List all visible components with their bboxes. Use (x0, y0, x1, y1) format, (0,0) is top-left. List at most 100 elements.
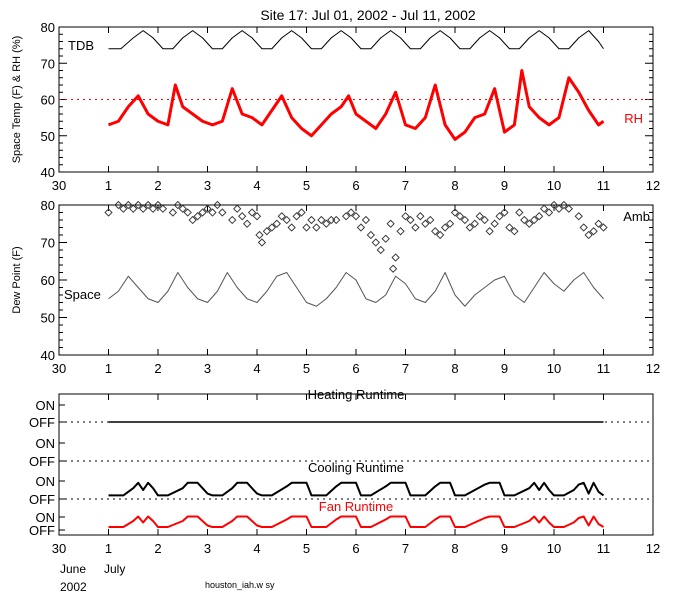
x-tick-label: 11 (597, 541, 611, 556)
runtime-panel: 30 1 2 3 4 5 6 7 8 9 10 11 12ONOFFONOFFONOFFONOFFHea… (29, 387, 660, 556)
amb-point (148, 204, 158, 213)
heating-runtime-label: Heating Runtime (308, 387, 405, 402)
amb-point (381, 234, 390, 243)
amb-point (445, 219, 455, 228)
amb-point (124, 200, 133, 210)
y-axis-label: Dew Point (F) (11, 246, 23, 313)
amb-point (332, 215, 341, 225)
amb-point (589, 227, 598, 236)
y-tick-label: 40 (41, 348, 55, 363)
chart-title: Site 17: Jul 01, 2002 - Jul 11, 2002 (260, 7, 476, 23)
y-tick-label: 50 (41, 311, 55, 326)
amb-point (247, 208, 257, 217)
space-line (108, 272, 604, 307)
x-tick-label: 12 (646, 178, 660, 193)
x-tick-label: 2 (154, 541, 161, 556)
amb-point (510, 227, 519, 236)
amb-point (208, 208, 217, 217)
amb-point (203, 204, 212, 213)
amb-point (178, 204, 187, 213)
y-tick-label: 40 (41, 165, 55, 180)
x-tick-label: 30 (52, 541, 66, 556)
amb-point (317, 215, 326, 225)
amb-point (262, 227, 272, 236)
space-series-label: Space (64, 287, 101, 302)
amb-point (183, 208, 192, 217)
amb-point (426, 215, 435, 225)
y-tick-label: OFF (29, 415, 55, 430)
amb-point (495, 212, 504, 221)
x-tick-label: 30 (52, 361, 66, 376)
x-tick-label: 4 (253, 541, 260, 556)
amb-point (525, 219, 534, 228)
amb-point (411, 223, 420, 232)
amb-point (158, 204, 168, 213)
amb-point (396, 227, 405, 236)
footer-month-june: June (60, 562, 86, 576)
x-tick-label: 1 (105, 361, 112, 376)
amb-point (505, 223, 514, 232)
y-tick-label: OFF (29, 454, 55, 469)
amb-point (302, 223, 311, 232)
amb-point (153, 200, 163, 210)
amb-point (515, 208, 524, 217)
footer-source-file: houston_iah.w sy (205, 580, 275, 590)
y-tick-label: 60 (41, 93, 55, 108)
x-tick-label: 12 (646, 541, 660, 556)
amb-point (470, 219, 479, 228)
amb-point (584, 230, 593, 240)
x-tick-label: 7 (402, 361, 409, 376)
amb-point (228, 215, 237, 225)
amb-point (371, 238, 380, 247)
amb-point (530, 215, 539, 225)
amb-point (255, 230, 264, 240)
x-tick-label: 3 (204, 361, 211, 376)
amb-point (322, 219, 331, 228)
amb-point (346, 208, 356, 217)
amb-point (193, 212, 202, 221)
amb-point (475, 212, 484, 221)
amb-point (173, 200, 182, 210)
amb-point (401, 212, 410, 221)
x-tick-label: 5 (303, 178, 310, 193)
amb-point (233, 204, 242, 213)
amb-point (539, 204, 549, 213)
amb-point (213, 200, 222, 210)
y-tick-label: 80 (41, 198, 55, 213)
x-tick-label: 3 (204, 178, 211, 193)
amb-point (143, 200, 153, 210)
y-tick-label: ON (36, 398, 56, 413)
amb-point (559, 200, 569, 210)
amb-point (272, 219, 281, 228)
x-tick-label: 5 (303, 541, 310, 556)
amb-point (292, 212, 301, 221)
amb-point (599, 223, 608, 232)
x-tick-label: 10 (547, 361, 561, 376)
amb-point (579, 223, 588, 232)
y-tick-label: OFF (29, 523, 55, 538)
cooling-runtime-line (108, 481, 605, 497)
x-tick-label: 1 (105, 178, 112, 193)
y-tick-label: 50 (41, 129, 55, 144)
x-tick-label: 2 (154, 178, 161, 193)
footer-month-july: July (104, 562, 125, 576)
x-tick-label: 9 (501, 541, 508, 556)
amb-point (549, 200, 559, 210)
y-tick-label: ON (36, 474, 56, 489)
amb-point (188, 215, 197, 225)
amb-point (490, 219, 499, 228)
amb-point (574, 212, 583, 221)
amb-point (460, 215, 470, 225)
x-tick-label: 10 (547, 178, 561, 193)
amb-point (485, 227, 494, 236)
rh-series-label: RH (624, 111, 643, 126)
amb-point (351, 212, 361, 221)
y-tick-label: 70 (41, 236, 55, 251)
amb-point (198, 208, 207, 217)
y-tick-label: OFF (29, 492, 55, 507)
amb-point (386, 219, 395, 228)
amb-point (252, 212, 262, 221)
x-tick-label: 7 (402, 541, 409, 556)
y-axis-label: Space Temp (F) & RH (%) (11, 36, 23, 164)
